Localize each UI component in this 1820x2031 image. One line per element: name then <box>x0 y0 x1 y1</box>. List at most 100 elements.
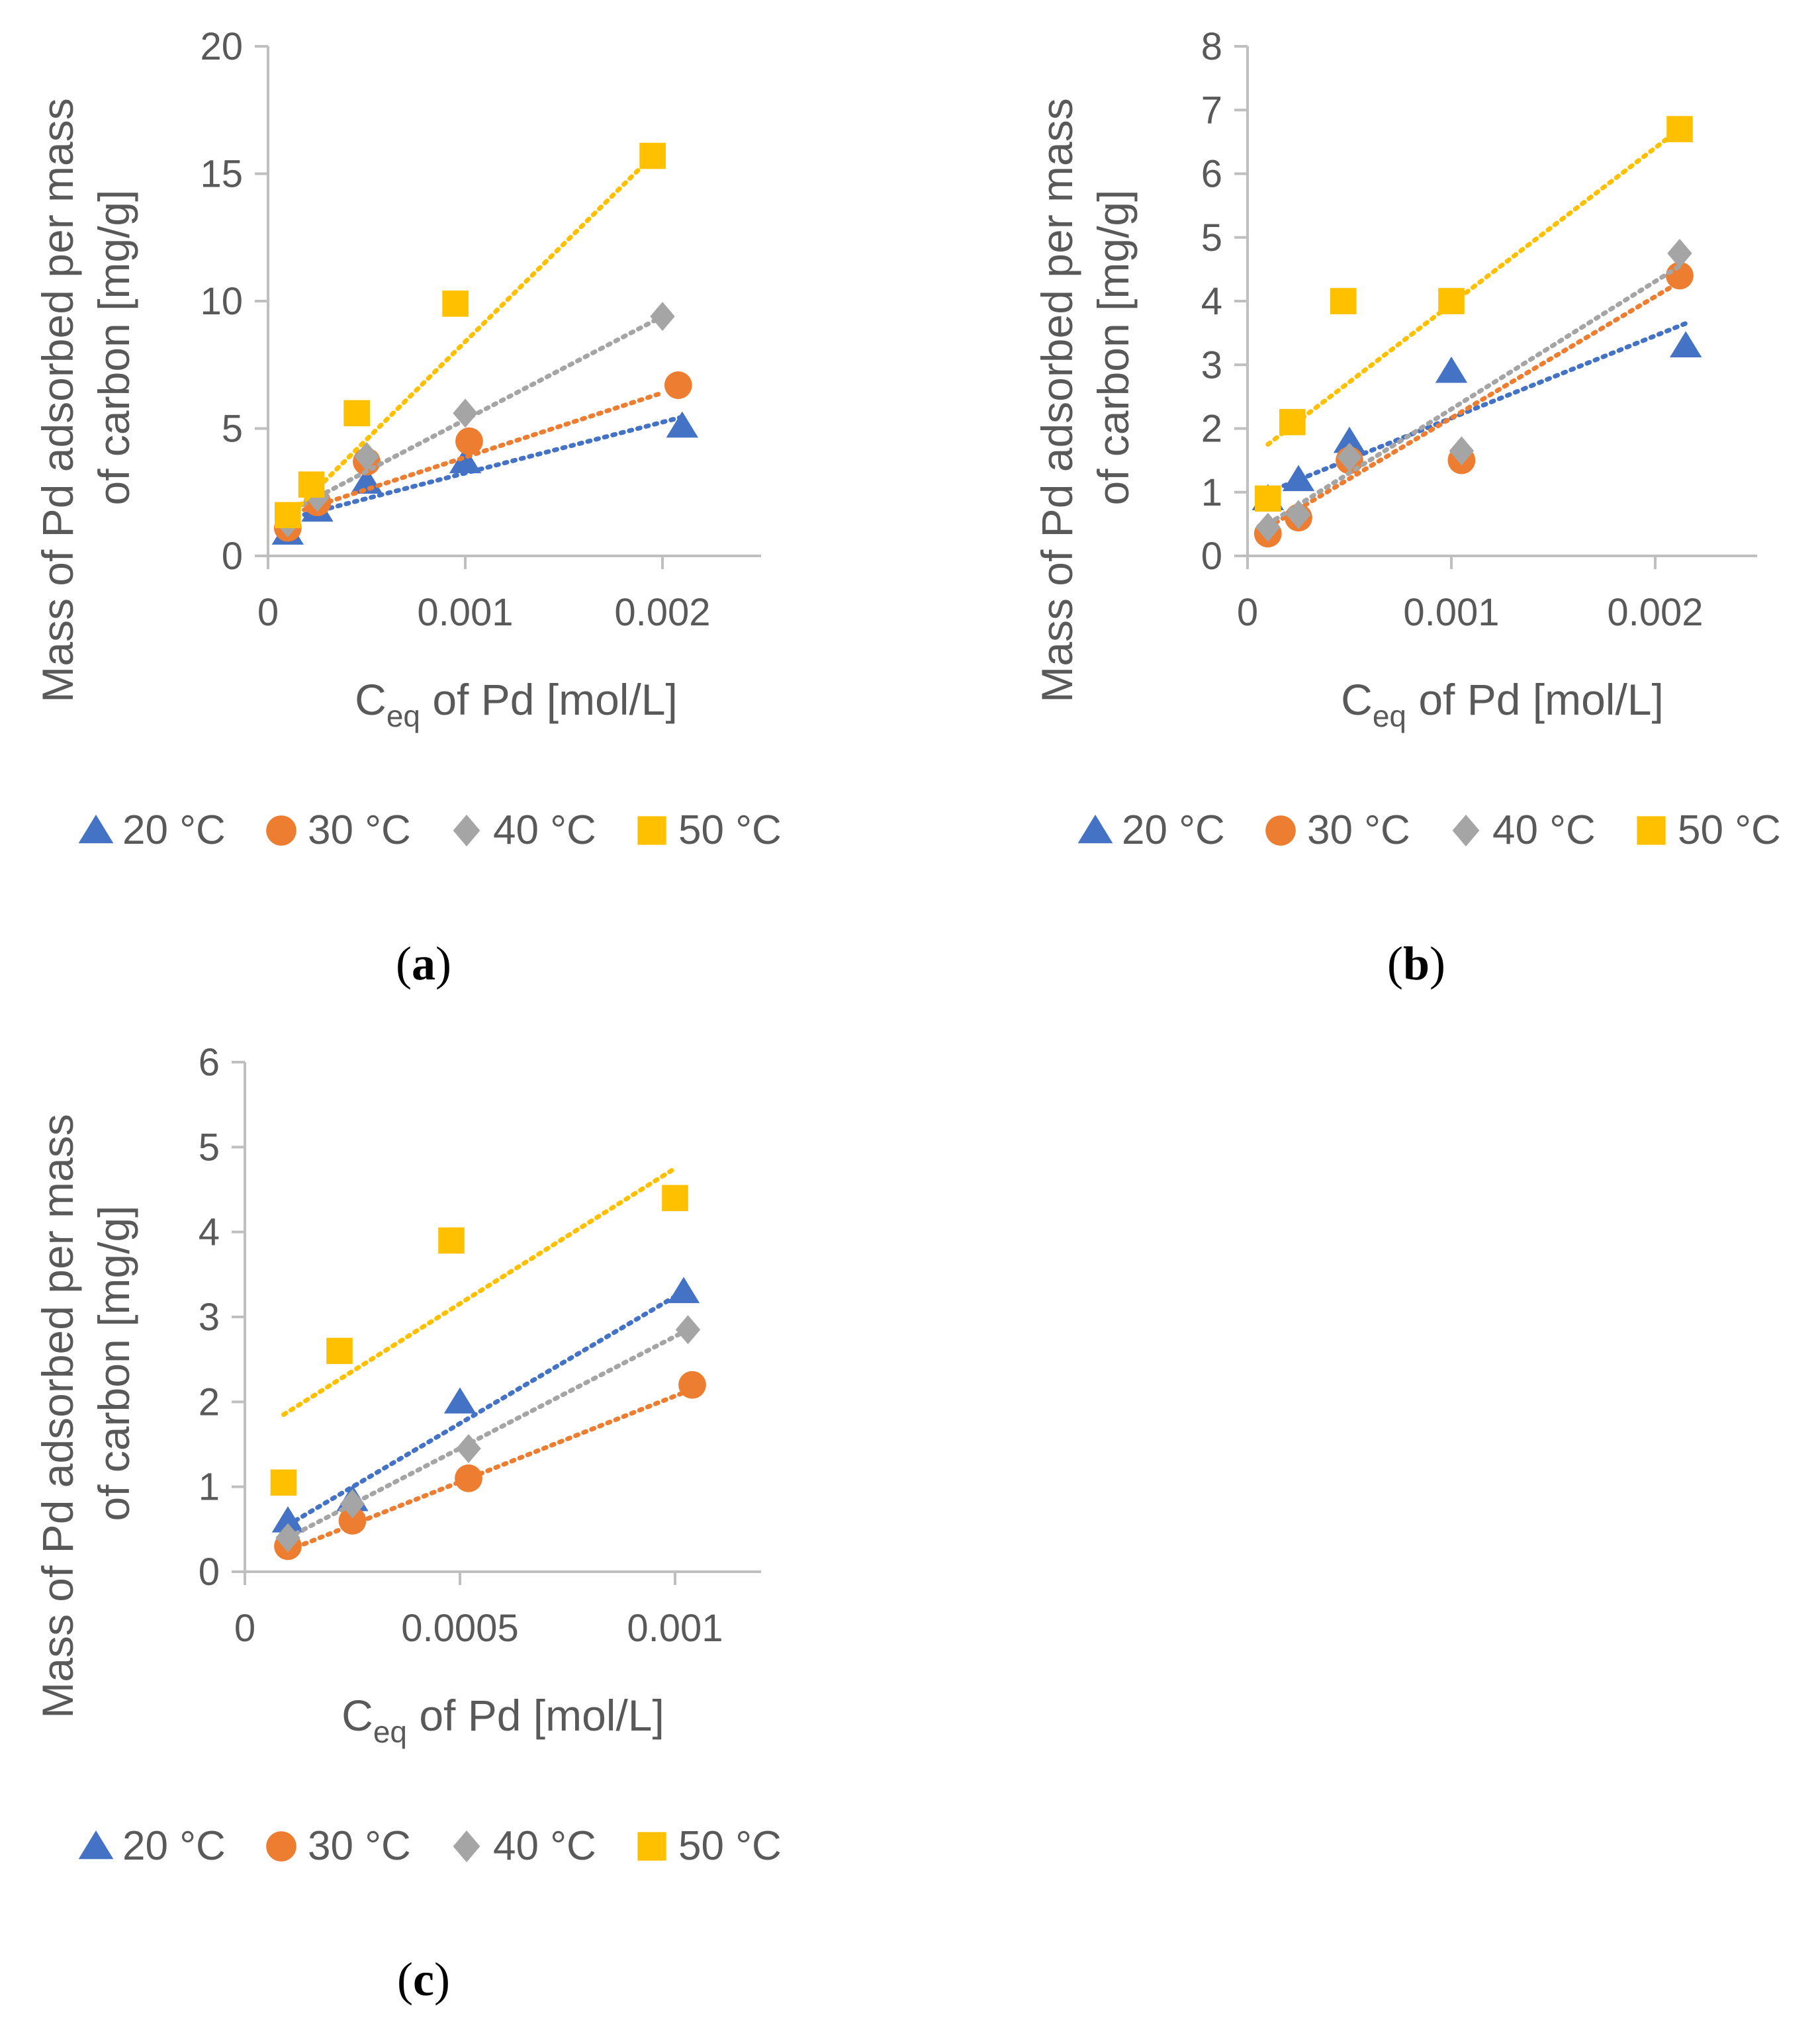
legend-entry: 20 °C <box>78 807 226 853</box>
series-50c <box>1255 116 1693 512</box>
data-point <box>456 1433 481 1463</box>
data-point <box>271 1506 304 1533</box>
y-tick-label: 3 <box>1201 343 1222 386</box>
data-point <box>1666 116 1693 142</box>
y-tick-label: 2 <box>1201 408 1222 451</box>
y-tick-label: 8 <box>1201 25 1222 68</box>
panel-label: (c) <box>397 1953 450 2006</box>
x-tick-label: 0.0005 <box>401 1607 518 1650</box>
legend-entry: 30 °C <box>1265 807 1410 853</box>
series-40c <box>275 302 675 537</box>
data-point <box>1666 261 1694 290</box>
data-point <box>354 441 379 471</box>
series-20c <box>1251 321 1702 510</box>
trend-line <box>285 314 665 516</box>
data-point <box>449 447 482 474</box>
legend-entry: 30 °C <box>266 807 411 853</box>
trend-line <box>1265 126 1682 447</box>
data-point <box>343 400 370 427</box>
y-tick-label: 0 <box>222 535 243 578</box>
trend-line <box>1265 263 1682 527</box>
data-point <box>1255 512 1281 542</box>
trend-line <box>281 1165 678 1418</box>
series-50c <box>270 1165 688 1496</box>
x-tick-label: 0.001 <box>417 591 513 634</box>
data-point <box>275 502 301 529</box>
series-20c <box>271 1277 700 1533</box>
legend-marker <box>453 815 480 846</box>
legend-marker <box>637 1832 666 1861</box>
y-tick-label: 7 <box>1201 89 1222 132</box>
x-tick-label: 0.001 <box>1403 591 1499 634</box>
y-tick-label: 2 <box>199 1380 220 1423</box>
data-point <box>453 398 478 428</box>
panel-label-letter: a <box>412 937 435 990</box>
data-point <box>270 1469 297 1496</box>
data-point <box>1449 436 1475 466</box>
data-point <box>443 1387 477 1414</box>
x-axis-title-rest: of Pd [mol/L] <box>407 1691 664 1740</box>
data-point <box>1333 426 1366 453</box>
data-point <box>338 1507 367 1535</box>
y-tick-label: 0 <box>199 1551 220 1594</box>
panel-label-close-paren: ) <box>434 1953 450 2006</box>
y-tick-label: 4 <box>199 1211 220 1254</box>
trend-line <box>1265 279 1682 530</box>
legend-marker <box>78 1830 114 1860</box>
data-point <box>1667 238 1692 268</box>
series-40c <box>275 1315 701 1553</box>
legend-entry: 50 °C <box>1637 807 1781 853</box>
series-50c <box>275 142 666 529</box>
data-point <box>664 371 692 399</box>
legend-label: 40 °C <box>493 1823 596 1869</box>
legend-marker <box>637 816 666 845</box>
data-point <box>1337 442 1362 472</box>
legend-entry: 50 °C <box>637 807 782 853</box>
legend-label: 30 °C <box>308 807 411 853</box>
x-axis-title-subscript: eq <box>373 1715 407 1749</box>
x-tick-label: 0.002 <box>1607 591 1703 634</box>
data-point <box>438 1227 465 1254</box>
legend-label: 50 °C <box>1678 807 1781 853</box>
y-tick-label: 0 <box>1201 535 1222 578</box>
y-tick-label: 4 <box>1201 280 1222 323</box>
x-tick-label: 0.001 <box>627 1607 723 1650</box>
y-tick-label: 1 <box>199 1466 220 1509</box>
y-axis-title-line2: of carbon [mg/g] <box>89 190 138 506</box>
legend-marker <box>266 1831 296 1862</box>
panel-label-open-paren: ( <box>396 937 412 990</box>
series-30c <box>274 1371 706 1560</box>
x-axis-title-main: C <box>355 675 387 724</box>
y-tick-label: 10 <box>200 280 243 323</box>
legend-label: 20 °C <box>1122 807 1225 853</box>
y-axis-title-line1: Mass of Pd adsorbed per mass <box>1032 98 1081 702</box>
data-point <box>1670 331 1702 357</box>
legend-marker <box>1452 815 1480 846</box>
x-axis-title: Ceq of Pd [mol/L] <box>341 1691 664 1749</box>
y-axis-title-line2: of carbon [mg/g] <box>1089 190 1138 506</box>
legend-entry: 30 °C <box>266 1823 411 1869</box>
legend-marker <box>453 1830 480 1862</box>
data-point <box>678 1371 706 1399</box>
legend-label: 40 °C <box>493 807 596 853</box>
x-axis-title-main: C <box>1341 675 1373 724</box>
x-tick-label: 0 <box>257 591 279 634</box>
data-point <box>1255 485 1281 512</box>
legend-label: 20 °C <box>122 807 226 853</box>
data-point <box>455 1464 482 1492</box>
y-tick-label: 5 <box>222 408 243 451</box>
trend-line <box>285 390 665 518</box>
legend-marker <box>266 815 296 846</box>
data-point <box>1286 500 1311 529</box>
panel-label: (a) <box>396 937 451 990</box>
trend-line <box>1265 321 1688 495</box>
panel-label-open-paren: ( <box>397 1953 413 2006</box>
legend-marker <box>1265 815 1296 846</box>
legend-label: 50 °C <box>678 1823 782 1869</box>
chart-b: 0 1 2 3 4 5 6 7 8 0 0.001 0.002 Ceq of Pd [mol/L] Mas… <box>1032 25 1781 990</box>
y-tick-label: 6 <box>1201 153 1222 196</box>
data-point <box>298 471 325 498</box>
data-point <box>1279 409 1306 435</box>
data-point <box>662 1185 688 1212</box>
